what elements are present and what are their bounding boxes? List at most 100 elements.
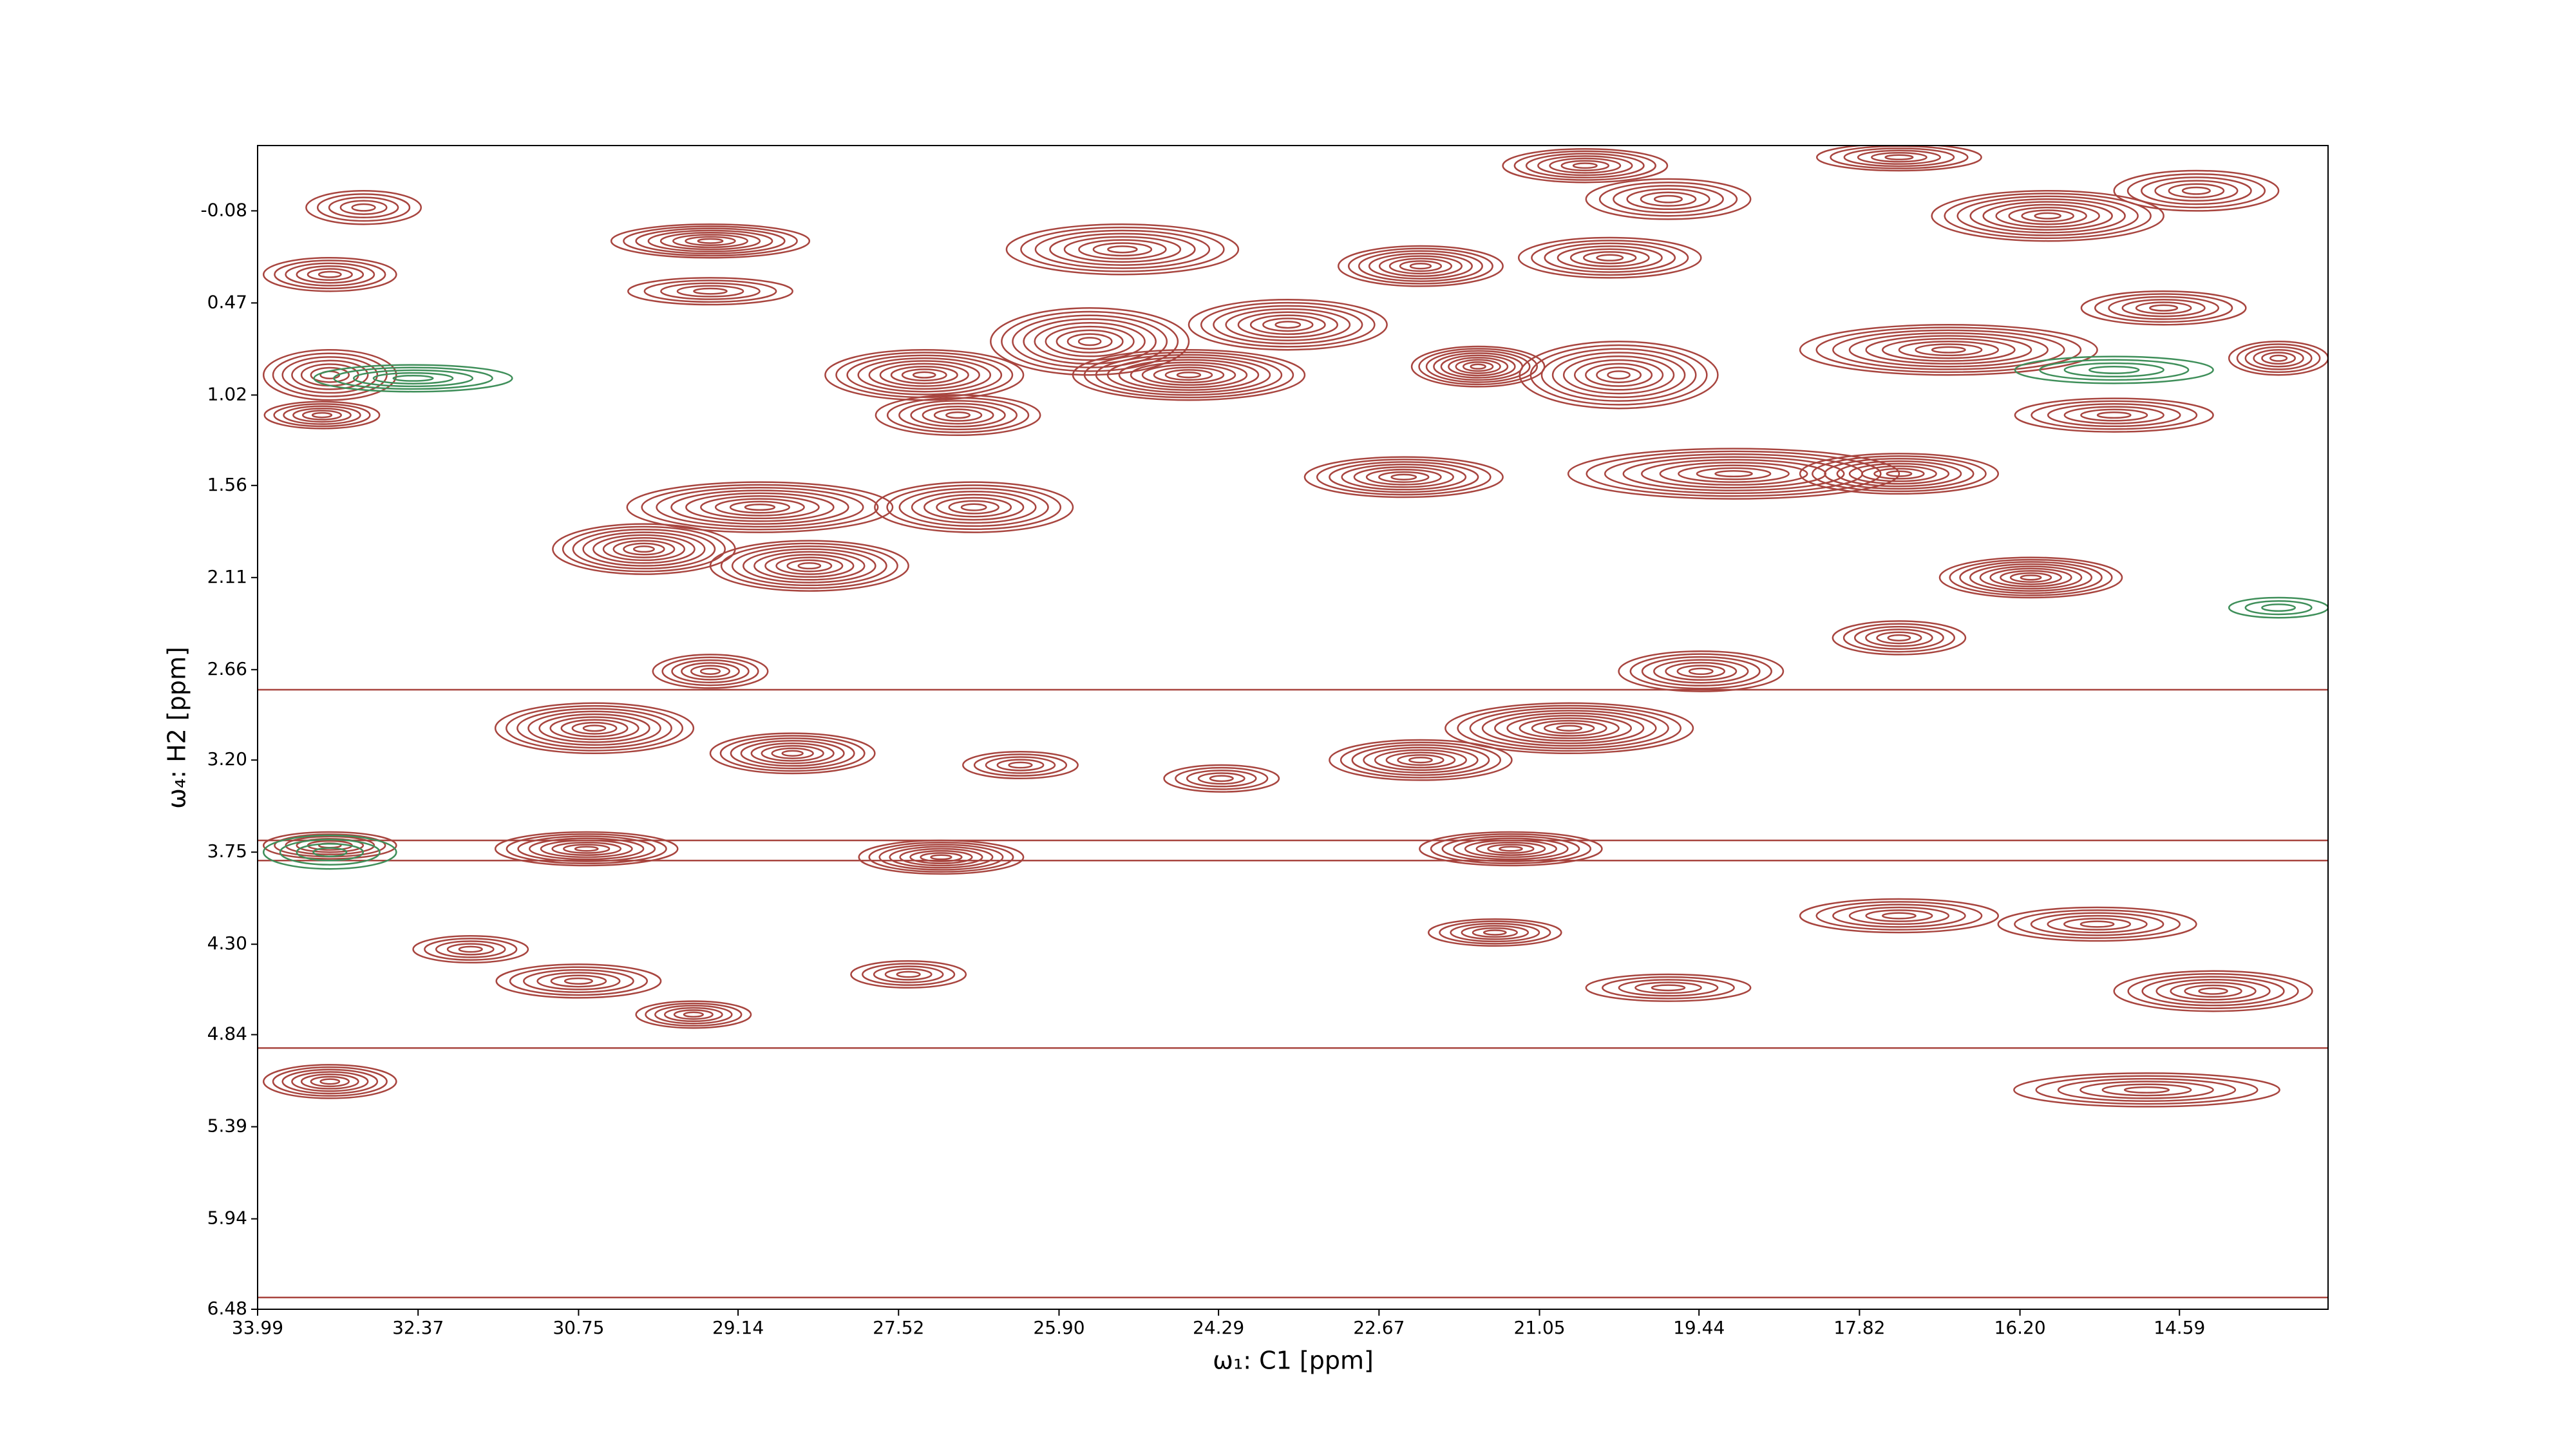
contour-level bbox=[2014, 397, 2214, 433]
contour-level bbox=[1519, 340, 1719, 410]
contour-level bbox=[1551, 352, 1686, 399]
contour-level bbox=[1865, 629, 1933, 647]
axes-frame bbox=[257, 145, 2329, 1310]
contour-level bbox=[764, 554, 855, 578]
contour-level bbox=[562, 526, 726, 573]
peak bbox=[1799, 323, 2098, 376]
contour-level bbox=[1586, 450, 1882, 497]
contour-level bbox=[2113, 169, 2280, 212]
contour-level bbox=[2063, 406, 2164, 424]
contour-level bbox=[923, 493, 1025, 521]
contour-level bbox=[1618, 979, 1719, 997]
contour-level bbox=[328, 196, 399, 219]
contour-level bbox=[700, 495, 820, 520]
contour-level bbox=[1316, 459, 1492, 496]
contour-level bbox=[1063, 236, 1182, 263]
contour-level bbox=[1832, 620, 1967, 656]
contour-level bbox=[1390, 473, 1417, 480]
peak bbox=[709, 732, 876, 775]
contour-level bbox=[898, 488, 1049, 527]
contour-level bbox=[643, 279, 777, 303]
contour-level bbox=[1066, 333, 1113, 350]
contour-level bbox=[1153, 366, 1225, 384]
contour-level bbox=[1378, 471, 1430, 483]
contour-level bbox=[1562, 355, 1675, 395]
peak bbox=[1931, 189, 2164, 242]
contour-level bbox=[352, 369, 474, 388]
contour-level bbox=[1450, 922, 1540, 943]
peak bbox=[313, 364, 513, 393]
contour-level bbox=[1106, 356, 1271, 393]
contour-level bbox=[1077, 337, 1102, 346]
contour-level bbox=[316, 193, 411, 222]
contour-level bbox=[1640, 191, 1697, 207]
contour-level bbox=[1430, 833, 1592, 864]
contour-level bbox=[1502, 147, 1669, 184]
contour-level bbox=[2034, 212, 2061, 220]
contour-level bbox=[1995, 204, 2100, 228]
contour-level bbox=[1482, 929, 1507, 936]
contour-level bbox=[753, 551, 866, 581]
contour-level bbox=[2039, 359, 2190, 381]
contour-level bbox=[623, 225, 798, 257]
contour-level bbox=[1363, 746, 1479, 773]
contour-level bbox=[574, 846, 599, 852]
contour-level bbox=[2154, 180, 2239, 202]
contour-level bbox=[506, 705, 684, 752]
contour-level bbox=[1176, 372, 1202, 379]
contour-level bbox=[509, 966, 649, 996]
contour-level bbox=[1830, 146, 1969, 169]
contour-level bbox=[676, 285, 744, 298]
contour-level bbox=[990, 307, 1190, 376]
contour-level bbox=[714, 498, 805, 516]
contour-level bbox=[1989, 567, 2072, 587]
contour-level bbox=[1525, 153, 1645, 179]
contour-level bbox=[2184, 984, 2242, 998]
x-tick-label: 21.05 bbox=[1513, 1317, 1565, 1338]
contour-level bbox=[1388, 258, 1453, 275]
contour-level bbox=[305, 189, 422, 225]
contour-level bbox=[2113, 970, 2313, 1012]
peak bbox=[824, 348, 1025, 401]
contour-level bbox=[1618, 650, 1785, 692]
contour-level bbox=[672, 234, 748, 249]
contour-level bbox=[592, 534, 696, 564]
contour-level bbox=[1385, 752, 1456, 769]
contour-level bbox=[1078, 239, 1167, 260]
peak bbox=[962, 750, 1079, 780]
peak bbox=[412, 934, 529, 964]
peak bbox=[1618, 650, 1785, 692]
contour-level bbox=[1887, 634, 1911, 641]
contour-level bbox=[874, 481, 1074, 533]
contour-level bbox=[879, 363, 969, 387]
contour-level bbox=[435, 940, 506, 958]
contour-level bbox=[1959, 561, 2103, 594]
contour-level bbox=[1419, 831, 1603, 867]
contour-level bbox=[1560, 160, 1610, 171]
peak bbox=[262, 348, 397, 401]
contour-level bbox=[2014, 909, 2181, 939]
contour-level bbox=[647, 229, 773, 252]
contour-level bbox=[781, 750, 804, 757]
contour-level bbox=[1262, 317, 1314, 332]
contour-level bbox=[901, 368, 947, 382]
contour-level bbox=[2080, 290, 2247, 326]
contour-level bbox=[1118, 359, 1260, 391]
contour-level bbox=[862, 963, 956, 986]
contour-level bbox=[660, 282, 761, 300]
peak bbox=[1816, 146, 1982, 172]
contour-level bbox=[886, 397, 1030, 433]
contour-level bbox=[1329, 461, 1479, 493]
contour-level bbox=[1882, 337, 2016, 362]
contour-level bbox=[1200, 301, 1376, 348]
contour-level bbox=[2135, 301, 2192, 315]
contour-level bbox=[2236, 343, 2321, 374]
contour-level bbox=[797, 562, 822, 570]
peak bbox=[2014, 355, 2214, 384]
peak bbox=[1799, 453, 2000, 495]
contour-level bbox=[2063, 362, 2164, 378]
contour-level bbox=[850, 960, 967, 989]
contour-level bbox=[1812, 455, 1987, 493]
y-tick-label: 4.84 bbox=[207, 1023, 247, 1045]
contour-level bbox=[538, 713, 650, 743]
